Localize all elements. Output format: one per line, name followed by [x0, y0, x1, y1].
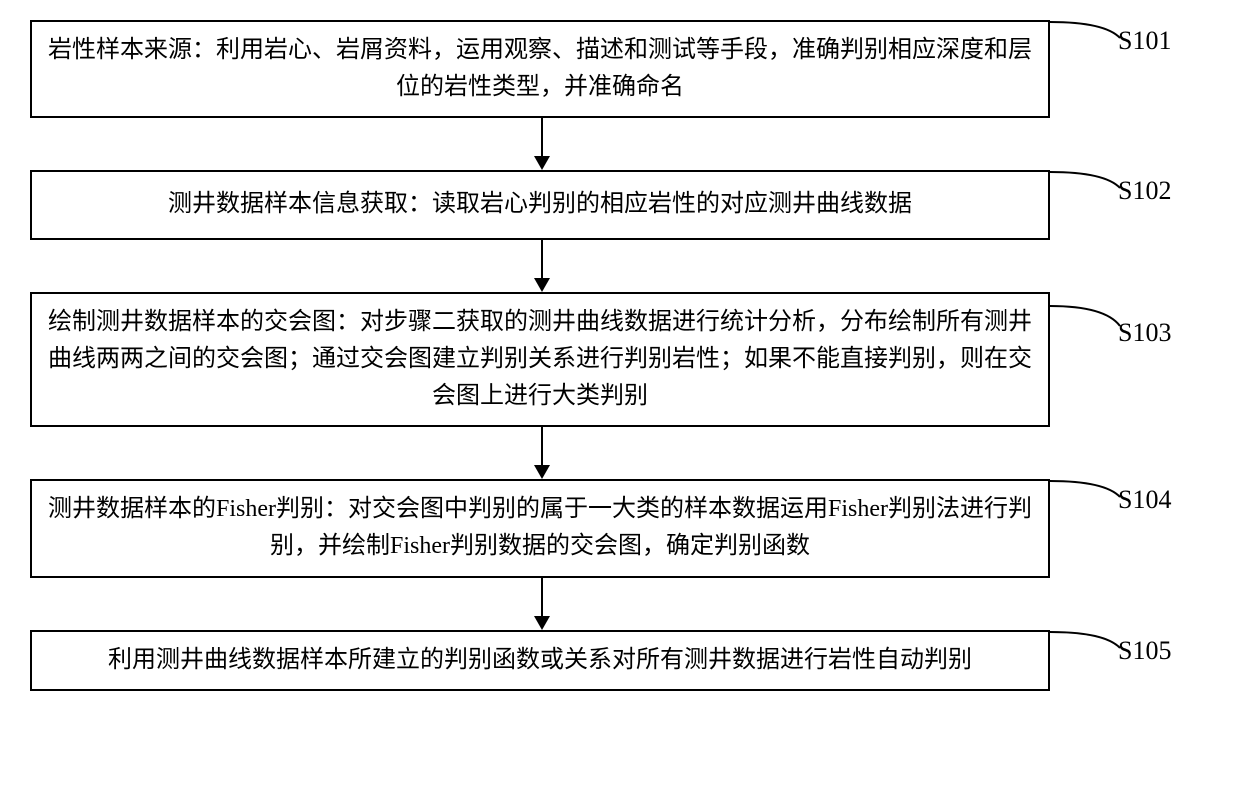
step-label-s105: S105 — [1118, 636, 1171, 666]
step-label-s104: S104 — [1118, 485, 1171, 515]
step-row-2: 测井数据样本信息获取：读取岩心判别的相应岩性的对应测井曲线数据 S102 — [30, 170, 1210, 239]
arrow-4-5 — [30, 578, 1210, 630]
step-box-s102: 测井数据样本信息获取：读取岩心判别的相应岩性的对应测井曲线数据 — [30, 170, 1050, 239]
step-text: 测井数据样本信息获取：读取岩心判别的相应岩性的对应测井曲线数据 — [168, 186, 912, 223]
step-row-5: 利用测井曲线数据样本所建立的判别函数或关系对所有测井数据进行岩性自动判别 S10… — [30, 630, 1210, 691]
step-box-s104: 测井数据样本的Fisher判别：对交会图中判别的属于一大类的样本数据运用Fish… — [30, 479, 1050, 577]
step-text: 绘制测井数据样本的交会图：对步骤二获取的测井曲线数据进行统计分析，分布绘制所有测… — [48, 304, 1032, 416]
arrow-1-2 — [30, 118, 1210, 170]
step-text: 岩性样本来源：利用岩心、岩屑资料，运用观察、描述和测试等手段，准确判别相应深度和… — [48, 32, 1032, 106]
step-box-s105: 利用测井曲线数据样本所建立的判别函数或关系对所有测井数据进行岩性自动判别 — [30, 630, 1050, 691]
step-row-3: 绘制测井数据样本的交会图：对步骤二获取的测井曲线数据进行统计分析，分布绘制所有测… — [30, 292, 1210, 428]
step-label-s103: S103 — [1118, 318, 1171, 348]
step-box-s103: 绘制测井数据样本的交会图：对步骤二获取的测井曲线数据进行统计分析，分布绘制所有测… — [30, 292, 1050, 428]
step-box-s101: 岩性样本来源：利用岩心、岩屑资料，运用观察、描述和测试等手段，准确判别相应深度和… — [30, 20, 1050, 118]
arrow-3-4 — [30, 427, 1210, 479]
step-text: 测井数据样本的Fisher判别：对交会图中判别的属于一大类的样本数据运用Fish… — [48, 491, 1032, 565]
flowchart-container: 岩性样本来源：利用岩心、岩屑资料，运用观察、描述和测试等手段，准确判别相应深度和… — [30, 20, 1210, 691]
step-label-s101: S101 — [1118, 26, 1171, 56]
step-text: 利用测井曲线数据样本所建立的判别函数或关系对所有测井数据进行岩性自动判别 — [108, 642, 972, 679]
arrow-2-3 — [30, 240, 1210, 292]
step-row-1: 岩性样本来源：利用岩心、岩屑资料，运用观察、描述和测试等手段，准确判别相应深度和… — [30, 20, 1210, 118]
step-label-s102: S102 — [1118, 176, 1171, 206]
step-row-4: 测井数据样本的Fisher判别：对交会图中判别的属于一大类的样本数据运用Fish… — [30, 479, 1210, 577]
